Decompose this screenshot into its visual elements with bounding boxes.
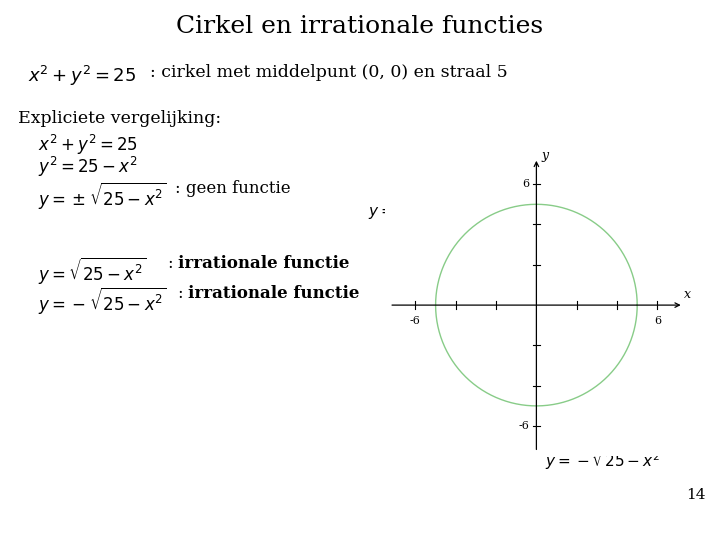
Text: : cirkel met middelpunt (0, 0) en straal 5: : cirkel met middelpunt (0, 0) en straal… [150,64,508,81]
Text: x: x [684,288,691,301]
Text: $y = -\sqrt{25 - x^{2}}$: $y = -\sqrt{25 - x^{2}}$ [545,445,664,472]
Text: 6: 6 [522,179,529,189]
Text: $y = \sqrt{25 - x^{2}}$: $y = \sqrt{25 - x^{2}}$ [38,255,146,286]
Text: Expliciete vergelijking:: Expliciete vergelijking: [18,110,221,127]
Text: $x^{2} + y^{2} = 25$: $x^{2} + y^{2} = 25$ [38,133,138,157]
Text: :: : [178,285,189,302]
Text: Cirkel en irrationale functies: Cirkel en irrationale functies [176,15,544,38]
Text: $y = -\sqrt{25 - x^{2}}$: $y = -\sqrt{25 - x^{2}}$ [38,285,167,316]
Text: $x^{2} + y^{2} = 25$: $x^{2} + y^{2} = 25$ [28,64,136,88]
Text: $y = \pm\sqrt{25 - x^{2}}$: $y = \pm\sqrt{25 - x^{2}}$ [38,180,167,211]
Text: irrationale functie: irrationale functie [178,255,349,272]
Text: 6: 6 [654,316,661,326]
Text: -6: -6 [518,421,529,431]
Text: -6: -6 [410,316,421,326]
Text: $y = \sqrt{25 - x^{2}}$: $y = \sqrt{25 - x^{2}}$ [368,195,468,222]
Text: y: y [541,150,549,163]
Text: 14: 14 [686,488,706,502]
Text: irrationale functie: irrationale functie [188,285,359,302]
Text: $y^{2} = 25 - x^{2}$: $y^{2} = 25 - x^{2}$ [38,155,138,179]
Text: : geen functie: : geen functie [175,180,291,197]
Text: :: : [168,255,179,272]
